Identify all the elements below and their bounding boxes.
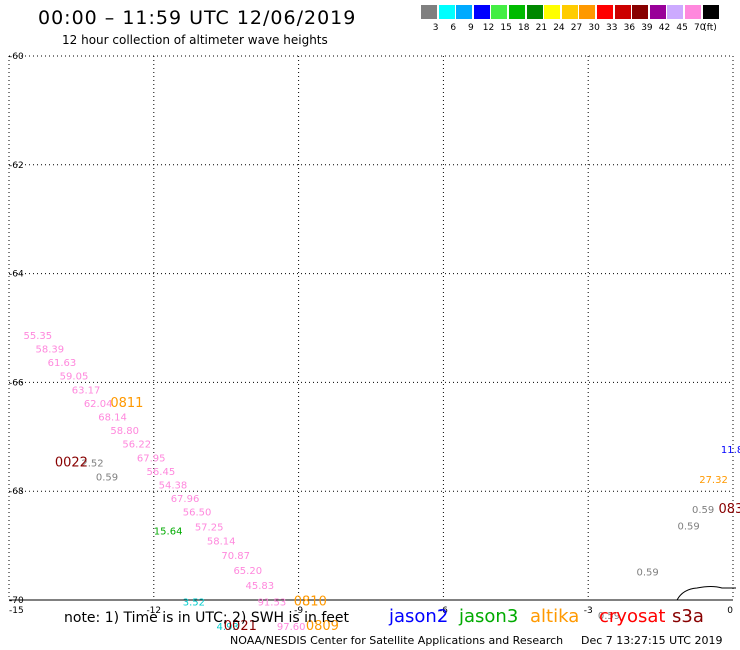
mission-s3a: s3a	[672, 606, 704, 627]
wave-height-label: 0.59	[636, 568, 658, 579]
wave-height-label: 4.93	[217, 622, 239, 633]
wave-height-label: 45.83	[246, 581, 275, 592]
wave-height-label: 0.59	[96, 472, 118, 483]
legend-swatch	[421, 5, 437, 19]
lon-tick-label: -12	[146, 606, 161, 616]
wave-height-label: 58.80	[110, 426, 139, 437]
wave-height-label: 58.39	[36, 344, 65, 355]
mission-altika: altika	[530, 606, 580, 627]
wave-height-label: 57.25	[195, 522, 224, 533]
legend-value: 18	[518, 23, 530, 33]
lat-tick-label: -68	[9, 487, 24, 497]
lon-tick-label: -3	[584, 606, 593, 616]
legend-swatch	[456, 5, 473, 19]
wave-height-label: 59.05	[60, 372, 89, 383]
wave-height-label: 27.32	[699, 475, 728, 486]
legend-swatch	[509, 5, 525, 19]
wave-height-label: 56.22	[122, 440, 151, 451]
legend-swatch	[526, 5, 543, 19]
legend-value: 39	[641, 23, 653, 33]
timestamp-text: Dec 7 13:27:15 UTC 2019	[581, 634, 723, 647]
mission-cryosat: cryosat	[599, 606, 666, 627]
legend-value: 21	[535, 23, 548, 33]
wave-height-label: 62.04	[84, 399, 113, 410]
wave-height-label: 54.38	[159, 480, 188, 491]
legend-swatch	[685, 5, 701, 19]
wave-height-label: 65.20	[233, 566, 262, 577]
wave-height-label: 2.52	[81, 459, 103, 470]
legend-swatch	[614, 5, 631, 19]
legend-value: 3	[432, 23, 439, 33]
pass-id-label: 0021	[224, 619, 257, 634]
lon-tick-label: -15	[9, 606, 24, 616]
legend-swatch	[473, 5, 490, 19]
legend-swatch	[667, 5, 684, 19]
note-text: note: 1) Time is in UTC; 2) SWH is in fe…	[64, 610, 350, 626]
legend-unit: (ft)	[703, 23, 717, 33]
wave-height-label: 55.35	[23, 331, 52, 342]
legend-swatch	[544, 5, 561, 19]
coastline	[676, 586, 736, 601]
legend-value: 9	[468, 23, 474, 33]
map-subtitle: 12 hour collection of altimeter wave hei…	[62, 33, 328, 47]
legend-value: 24	[553, 23, 565, 33]
wave-height-label: 97.60	[277, 622, 306, 633]
wave-height-label: 70.87	[221, 551, 250, 562]
legend-swatch	[561, 5, 578, 19]
pass-id-label: 083	[719, 502, 740, 517]
legend-swatch	[702, 5, 719, 19]
pass-id-label: 0811	[110, 396, 143, 411]
legend-value: 27	[570, 23, 583, 33]
legend-swatch	[632, 5, 649, 19]
lat-tick-label: -64	[9, 270, 24, 280]
pass-id-label: 0022	[55, 456, 88, 471]
mission-jason3: jason3	[459, 606, 519, 627]
mission-jason2: jason2	[389, 606, 449, 627]
legend-swatch	[438, 5, 455, 19]
legend-value: 30	[588, 23, 600, 33]
lat-tick-label: -62	[9, 161, 24, 171]
pass-id-label: 0810	[294, 594, 327, 609]
wave-height-label: 56.45	[147, 467, 176, 478]
legend-swatch	[649, 5, 666, 19]
map-title: 00:00 – 11:59 UTC 12/06/2019	[38, 7, 357, 29]
legend-value: 45	[676, 23, 688, 33]
wave-height-label: 0.59	[692, 505, 714, 516]
wave-height-label: 0.59	[677, 521, 699, 532]
legend-swatch	[579, 5, 596, 19]
wave-height-label: 56.50	[183, 508, 212, 519]
lat-tick-label: -66	[9, 378, 24, 388]
wave-height-label: 15.64	[154, 527, 183, 538]
lat-tick-label: -70	[9, 596, 24, 606]
legend-value: 42	[658, 23, 671, 33]
lon-tick-label: 0	[727, 606, 733, 616]
legend-value: 36	[623, 23, 636, 33]
lat-tick-label: -60	[9, 52, 24, 62]
credit-text: NOAA/NESDIS Center for Satellite Applica…	[230, 634, 564, 647]
wave-height-label: 3.52	[183, 597, 205, 608]
wave-height-label: 67.96	[171, 494, 200, 505]
wave-height-label: 11.8	[721, 445, 740, 456]
wave-height-label: 91.53	[258, 597, 287, 608]
wave-height-label: 68.14	[98, 412, 127, 423]
lon-tick-label: -9	[294, 606, 303, 616]
legend-value: 33	[606, 23, 618, 33]
wave-height-label: 67.95	[137, 453, 166, 464]
pass-id-label: 0809	[306, 619, 339, 634]
wave-height-label: 58.14	[207, 537, 236, 548]
lon-tick-label: -6	[439, 606, 448, 616]
legend-swatch	[491, 5, 508, 19]
legend-value: 70	[694, 23, 706, 33]
legend-value: 12	[482, 23, 495, 33]
legend-value: 6	[450, 23, 457, 33]
legend-swatch	[597, 5, 613, 19]
wave-height-label: 63.17	[72, 385, 101, 396]
wave-height-label: 0.59	[598, 611, 620, 622]
wave-height-label: 61.63	[48, 358, 77, 369]
legend-value: 15	[500, 23, 512, 33]
